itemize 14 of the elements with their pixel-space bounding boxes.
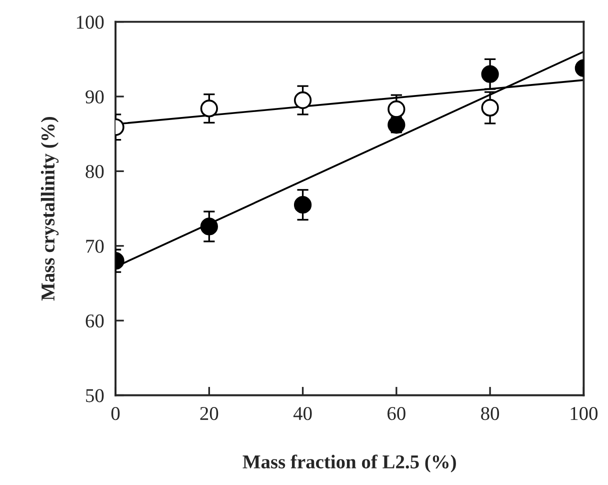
x-tick-label: 40 — [293, 406, 312, 420]
y-tick-label: 60 — [86, 314, 104, 328]
x-tick-label: 0 — [111, 406, 120, 420]
y-tick-label: 90 — [86, 90, 104, 104]
x-axis-title: Mass fraction of L2.5 (%) — [242, 454, 456, 472]
y-tick-label: 70 — [86, 240, 104, 253]
x-tick-label: 60 — [388, 406, 406, 420]
x-tick-label: 100 — [570, 406, 598, 420]
x-tick-label: 20 — [200, 406, 218, 420]
y-tick-label: 80 — [86, 165, 104, 178]
y-tick-label: 50 — [86, 389, 104, 402]
y-tick-label: 100 — [76, 16, 104, 29]
x-tick-label: 80 — [481, 406, 500, 420]
y-axis-title: Mass crystallinity (%) — [40, 117, 59, 301]
